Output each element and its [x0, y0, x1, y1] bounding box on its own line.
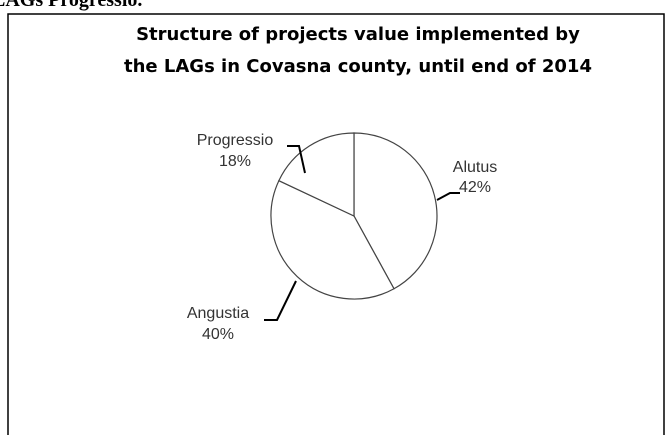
slice-label: Alutus [453, 159, 497, 176]
leader-line [287, 145, 306, 174]
slice-value-label: 40% [202, 326, 234, 343]
chart-title: Structure of projects value implemented … [136, 24, 580, 45]
leader-line [436, 192, 460, 201]
leader-line [264, 280, 297, 321]
chart-frame [7, 13, 665, 435]
slice-label: Angustia [187, 305, 249, 322]
slice-value-label: 18% [219, 153, 251, 170]
pie-slice [353, 132, 438, 290]
slice-value-label: 42% [459, 179, 491, 196]
context-fragment: LAGs Progressio. [0, 0, 142, 11]
slice-label: Progressio [197, 132, 274, 149]
pie-slice [278, 132, 355, 217]
pie-slice [270, 179, 395, 300]
chart-title: the LAGs in Covasna county, until end of… [124, 56, 592, 77]
